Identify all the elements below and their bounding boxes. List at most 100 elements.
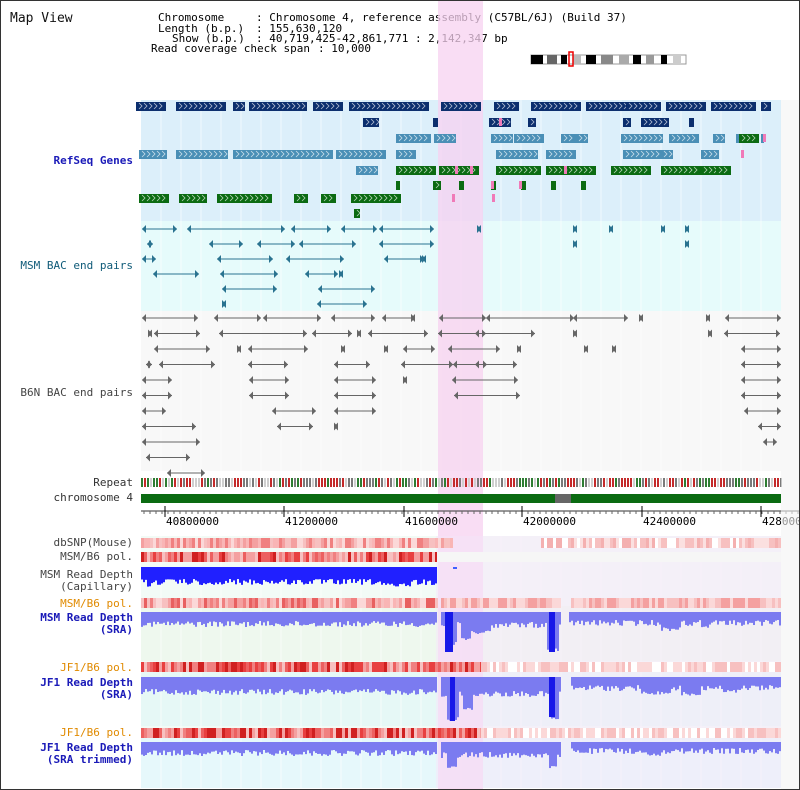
jf1-trim-depth-bar	[421, 742, 423, 751]
repeat-element	[618, 478, 620, 487]
msm-sra-depth-bar	[311, 612, 313, 624]
b6n-bac-pair-end	[194, 314, 198, 322]
jf1-trim-depth-bar	[409, 742, 411, 751]
msm-pol-cell	[207, 552, 210, 562]
msm-pol2-cell	[255, 598, 258, 608]
jf1-pol2-cell	[673, 728, 676, 738]
jf1-pol-cell	[655, 662, 658, 672]
repeat-element	[435, 478, 437, 487]
msm-pol-cell	[405, 552, 408, 562]
gene-strand-mark	[543, 102, 548, 110]
b6n-bac-pair-end	[142, 314, 146, 322]
gene-strand-mark	[583, 134, 588, 142]
jf1-pol-cell	[529, 662, 532, 672]
msm-pol2-cell	[513, 598, 516, 608]
msm-pol2-cell	[429, 598, 432, 608]
jf1-sra-depth-bar	[289, 677, 291, 690]
info-show-key: Show (b.p.)	[172, 32, 245, 45]
msm-capillary-depth-bar	[221, 567, 223, 585]
jf1-sra-depth-bar	[751, 677, 753, 686]
jf1-sra-depth-bar	[149, 677, 151, 692]
msm-sra-depth-bar	[239, 612, 241, 624]
dbsnp-cell	[565, 538, 568, 548]
gene-strand-mark	[496, 102, 501, 110]
repeat-element	[546, 478, 548, 487]
jf1-pol2-cell	[207, 728, 210, 738]
repeat-element	[672, 478, 674, 487]
b6n-bac-pair-end	[382, 314, 386, 322]
gene-strand-mark	[536, 134, 541, 142]
msm-pol-cell	[306, 552, 309, 562]
jf1-trim-depth-bar	[199, 742, 201, 754]
gene-strand-mark	[553, 150, 558, 158]
repeat-element	[195, 478, 197, 487]
dbsnp-cell	[321, 538, 324, 548]
gene-strand-mark	[751, 134, 756, 142]
msm-bac-pair-end	[153, 270, 157, 278]
dbsnp-cell	[255, 538, 258, 548]
jf1-pol2-cell	[201, 728, 204, 738]
msm-pol2-cell	[249, 598, 252, 608]
jf1-pol-cell	[481, 662, 484, 672]
repeat-element	[738, 478, 740, 487]
jf1-pol-cell	[216, 662, 219, 672]
repeat-element	[552, 478, 554, 487]
msm-sra-depth-bar	[231, 612, 233, 622]
msm-sra-depth-bar	[185, 612, 187, 624]
jf1-pol2-cell	[348, 728, 351, 738]
dbsnp-cell	[282, 538, 285, 548]
msm-pol2-cell	[243, 598, 246, 608]
msm-bac-pair-end	[685, 240, 689, 248]
msm-pol-cell	[327, 552, 330, 562]
msm-pol2-cell	[387, 598, 390, 608]
repeat-element	[648, 478, 650, 487]
msm-pol2-cell	[474, 598, 477, 608]
jf1-trim-depth-bar	[461, 742, 463, 756]
msm-sra-depth-bar	[253, 612, 255, 627]
repeat-element	[402, 478, 404, 487]
jf1-pol-cell	[288, 662, 291, 672]
gene-strand-mark	[623, 134, 628, 142]
msm-pol-cell	[237, 552, 240, 562]
repeat-element	[219, 478, 221, 487]
msm-pol-cell	[159, 552, 162, 562]
gene-strand-mark	[325, 102, 330, 110]
jf1-trim-depth-bar	[265, 742, 267, 753]
jf1-pol2-cell	[441, 728, 444, 738]
b6n-bac-pair-end	[438, 329, 442, 338]
dbsnp-cell	[210, 538, 213, 548]
jf1-sra-depth-bar	[191, 677, 193, 695]
jf1-trim-depth-bar	[385, 742, 387, 752]
msm-sra-depth-bar	[613, 612, 615, 624]
ideogram-band	[661, 55, 667, 64]
dbsnp-cell	[270, 538, 273, 548]
msm-pol2-cell	[462, 598, 465, 608]
gene-block	[761, 134, 764, 143]
jf1-pol2-cell	[532, 728, 535, 738]
gene-strand-mark	[436, 134, 441, 142]
msm-capillary-depth-bar	[315, 567, 317, 580]
jf1-sra-depth-bar	[527, 677, 529, 695]
repeat-element	[309, 478, 311, 487]
repeat-element	[663, 478, 665, 487]
msm-sra-depth-bar	[635, 612, 637, 626]
jf1-trim-depth-bar	[709, 742, 711, 753]
gene-strand-mark	[663, 118, 668, 126]
msm-pol2-cell	[447, 598, 450, 608]
jf1-trim-depth-bar	[517, 742, 519, 754]
jf1-sra-depth-bar	[463, 677, 465, 710]
msm-capillary-depth-bar	[319, 567, 321, 580]
jf1-sra-depth-bar	[173, 677, 175, 695]
repeat-element	[486, 478, 488, 487]
jf1-pol-cell	[583, 662, 586, 672]
jf1-trim-depth-bar	[397, 742, 399, 755]
dbsnp-cell	[411, 538, 414, 548]
jf1-trim-depth-bar	[489, 742, 491, 753]
gene-block	[623, 118, 631, 127]
gene-strand-mark	[408, 134, 413, 142]
jf1-pol2-cell	[649, 728, 652, 738]
dbsnp-cell	[447, 538, 450, 548]
msm-sra-depth-bar	[491, 612, 493, 626]
jf1-trim-depth-bar	[647, 742, 649, 755]
